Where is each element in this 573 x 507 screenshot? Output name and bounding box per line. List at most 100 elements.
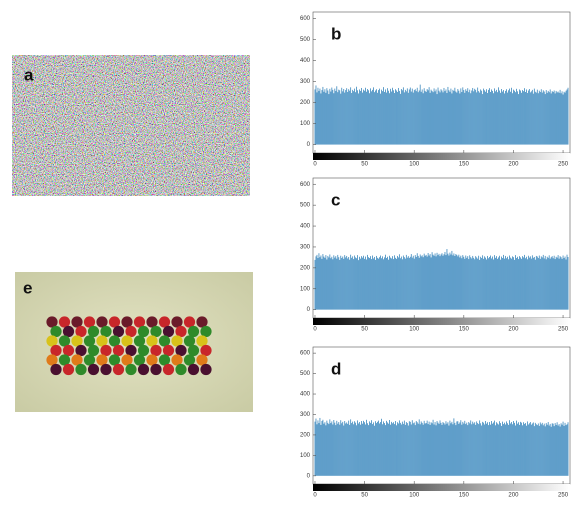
bar <box>489 256 490 310</box>
bar <box>566 254 568 310</box>
candy <box>71 354 83 366</box>
bar <box>314 421 316 476</box>
bar <box>392 87 393 145</box>
bar <box>478 91 480 145</box>
bar <box>512 424 513 476</box>
bar <box>329 254 331 310</box>
bar <box>376 255 377 310</box>
bar <box>441 90 443 145</box>
candy <box>87 363 100 376</box>
bar <box>391 91 392 145</box>
bar <box>405 422 407 476</box>
bar <box>502 258 503 310</box>
bar <box>516 420 517 476</box>
candy <box>171 354 183 366</box>
bar <box>389 419 390 476</box>
bar <box>419 424 421 476</box>
x-tick-label: 250 <box>558 327 569 333</box>
bar <box>371 420 372 476</box>
candy <box>71 316 83 328</box>
bar <box>490 91 491 145</box>
bar <box>442 92 444 145</box>
bar <box>364 90 365 145</box>
bar <box>518 422 519 476</box>
bar <box>317 87 319 145</box>
bar <box>468 259 470 310</box>
bar <box>396 90 397 145</box>
bar <box>377 421 378 476</box>
panel-label: e <box>23 278 32 297</box>
bar <box>458 254 460 310</box>
y-tick-label: 400 <box>300 224 311 230</box>
bar <box>373 422 374 476</box>
bar <box>379 423 380 476</box>
bar <box>352 421 354 476</box>
candy <box>187 325 200 338</box>
bar <box>453 418 455 476</box>
bar <box>399 258 401 310</box>
bar <box>474 259 476 310</box>
candy <box>175 325 187 338</box>
candy <box>137 344 150 357</box>
candy <box>50 363 62 376</box>
bar <box>352 89 354 145</box>
bar <box>500 259 501 310</box>
bar <box>321 421 323 476</box>
bar <box>494 420 495 476</box>
bar <box>432 254 434 310</box>
bar <box>561 91 563 145</box>
bar <box>515 255 516 310</box>
bar <box>542 90 544 145</box>
bar <box>322 86 324 145</box>
bar <box>549 258 551 310</box>
bar <box>530 258 532 310</box>
bar <box>524 91 526 145</box>
bar <box>497 258 498 310</box>
bar <box>515 425 516 476</box>
bar <box>526 259 528 310</box>
bar <box>559 256 561 310</box>
bar <box>369 258 370 310</box>
bar <box>516 88 517 145</box>
bar <box>378 90 379 145</box>
bar <box>416 422 418 476</box>
bar <box>538 255 540 310</box>
bar <box>528 89 530 145</box>
bar <box>330 91 332 145</box>
bar <box>476 257 478 310</box>
bar <box>451 250 453 310</box>
candy <box>146 316 158 328</box>
bar <box>502 91 503 145</box>
bar <box>413 90 415 145</box>
bar <box>407 425 409 476</box>
bar <box>389 93 390 145</box>
bar <box>511 258 512 310</box>
bar <box>429 92 431 145</box>
bar <box>403 257 405 310</box>
bar <box>387 256 388 310</box>
bar <box>519 424 520 476</box>
bar <box>424 90 426 145</box>
bar <box>504 422 505 476</box>
bar <box>416 87 418 145</box>
bar <box>511 87 512 145</box>
bar <box>495 257 496 310</box>
bar <box>456 421 458 476</box>
x-tick-label: 50 <box>361 162 368 168</box>
bar <box>332 424 334 476</box>
bar <box>438 423 440 476</box>
bar <box>358 260 359 310</box>
bar <box>408 421 410 476</box>
bar <box>471 424 473 476</box>
x-tick-label: 150 <box>459 327 470 333</box>
bar <box>420 421 422 476</box>
y-tick-label: 300 <box>300 412 311 418</box>
candy <box>100 344 112 357</box>
bar <box>362 92 363 145</box>
bar <box>345 423 347 476</box>
bar <box>367 254 368 310</box>
bar <box>337 423 339 476</box>
bar <box>367 423 368 476</box>
bar <box>384 91 385 145</box>
